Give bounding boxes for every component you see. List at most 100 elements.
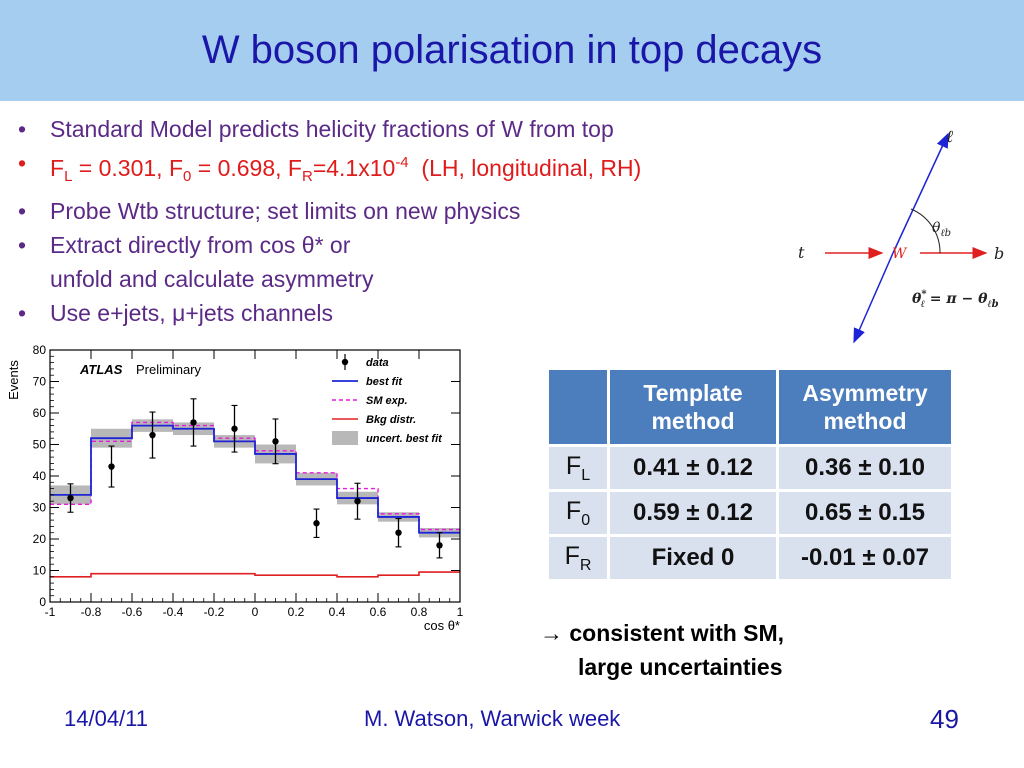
conclusion-line-2: large uncertainties [578,654,783,680]
neutrino-arrow [853,252,894,344]
data-point [149,431,156,439]
data-point [395,529,402,536]
table-corner-cell [549,370,607,444]
f0-value: = 0.698, F [191,155,302,181]
bullet-list: • Standard Model predicts helicity fracti… [18,112,641,330]
experiment-label: ATLAS [79,362,123,377]
row-label: FR [549,537,607,579]
page-number: 49 [930,704,959,734]
footer-author: M. Watson, Warwick week [364,706,621,731]
angle-formula: θ* ℓ = π − θℓb [912,289,999,310]
f0-subscript: 0 [183,168,192,185]
x-tick-label: -0.4 [163,605,184,619]
fr-exponent: -4 [395,154,409,171]
conclusion-text: consistent with SM, [569,620,785,646]
data-point [231,425,238,432]
legend-label: best fit [366,376,403,388]
asymmetry-value: 0.36 ± 0.10 [779,447,951,489]
asymmetry-value: 0.65 ± 0.15 [779,492,951,534]
y-tick-label: 20 [33,532,47,546]
y-tick-label: 30 [33,501,47,515]
legend-data-symbol [341,358,349,366]
y-tick-label: 70 [33,375,47,389]
data-point [313,520,320,527]
x-axis-label: cos θ* [424,618,460,633]
legend-label: uncert. best fit [366,433,443,445]
y-tick-label: 10 [33,564,47,578]
arrow-icon: → [540,620,563,646]
legend-label: Bkg distr. [366,414,416,426]
table-header-row: Template method Asymmetry method [549,370,951,444]
table-row: FL 0.41 ± 0.12 0.36 ± 0.10 [549,447,951,489]
fl-value: = 0.301, F [72,155,184,181]
legend-label: data [366,357,389,369]
x-tick-label: -0.6 [122,605,143,619]
asymmetry-value: -0.01 ± 0.07 [779,537,951,579]
bkg-distr-line [50,571,460,578]
fl-subscript: L [64,168,73,185]
bullet-marker: • [18,232,27,258]
bullet-text: Extract directly from cos θ* or [50,232,351,258]
status-label: Preliminary [136,362,202,377]
y-tick-label: 40 [33,469,47,483]
y-tick-label: 80 [33,343,47,357]
y-tick-label: 0 [39,595,46,609]
data-point [67,494,74,502]
row-label: F0 [549,492,607,534]
x-tick-label: 1 [457,605,464,619]
conclusion: → consistent with SM, large uncertaintie… [540,616,784,684]
legend-band-symbol [332,431,358,445]
x-tick-label: -0.2 [204,605,225,619]
legend-label: SM exp. [366,395,408,407]
bullet-marker: • [18,116,27,142]
bullet-4: • Extract directly from cos θ* or [18,228,641,262]
best-fit-line [50,424,460,534]
header-text: method [651,408,735,434]
bullet-marker: • [18,198,27,224]
row-label: FL [549,447,607,489]
w-label: W [892,246,908,262]
bullet-3: • Probe Wtb structure; set limits on new … [18,194,641,228]
x-tick-label: 0.2 [288,605,305,619]
y-tick-label: 60 [33,406,47,420]
angle-label: θℓb [932,220,951,239]
data-point [436,542,443,549]
lepton-arrow [892,132,949,254]
top-label: t [798,243,805,262]
bullet-text: unfold and calculate asymmetry [50,266,374,292]
angle-arc [910,208,941,254]
bullet-4-continuation: unfold and calculate asymmetry [18,262,641,296]
bullet-marker: • [18,150,27,176]
fl-symbol: F [50,155,65,181]
cos-theta-plot: -1 -0.8 -0.6 -0.4 -0.2 0 0.2 0.4 0.6 0.8 101020304… [6,343,464,633]
header-text: Asymmetry [802,380,928,406]
data-point [190,419,197,426]
x-tick-label: 0.6 [370,605,387,619]
header-text: method [823,408,907,434]
fr-value: =4.1x10 [312,155,396,181]
x-tick-label: -0.8 [81,605,102,619]
x-tick-label: 0 [252,605,259,619]
x-tick-label: 0.4 [329,605,346,619]
fr-subscript: R [301,168,313,185]
table-row: FR Fixed 0 -0.01 ± 0.07 [549,537,951,579]
template-value: 0.41 ± 0.12 [610,447,776,489]
bullet-2: • FL = 0.301, F0 = 0.698, FR=4.1x10-4 (LH… [18,146,641,194]
data-point [272,438,279,445]
helicity-names: (LH, longitudinal, RH) [408,155,642,181]
y-tick-label: 50 [33,438,47,452]
conclusion-line-1: → consistent with SM, [540,616,784,650]
footer-date: 14/04/11 [64,706,149,731]
b-label: b [994,244,1004,263]
bullet-5: • Use e+jets, μ+jets channels [18,296,641,330]
table-row: F0 0.59 ± 0.12 0.65 ± 0.15 [549,492,951,534]
bullet-text: Use e+jets, μ+jets channels [50,300,334,326]
bullet-1: • Standard Model predicts helicity fracti… [18,112,641,146]
header-text: Template [643,380,743,406]
title-bar [0,0,1024,101]
data-point [108,463,115,470]
y-axis-label: Events [6,360,21,400]
decay-angle-diagram: ℓ t W b θℓb θ* ℓ = π − θℓb [798,127,1004,344]
asymmetry-method-header: Asymmetry method [779,370,951,444]
x-tick-label: 0.8 [411,605,428,619]
